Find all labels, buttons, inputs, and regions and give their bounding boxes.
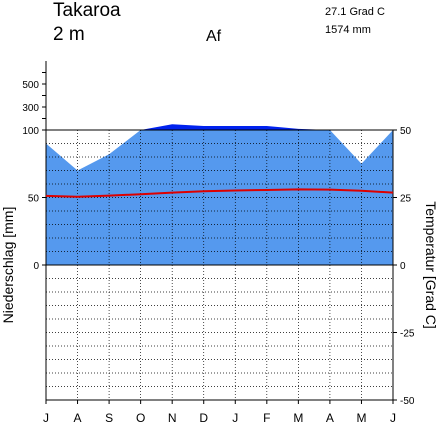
month-label: N — [168, 411, 177, 425]
annual-precipitation: 1574 mm — [325, 24, 371, 36]
temp-tick-label: 50 — [400, 126, 412, 137]
month-label: F — [263, 411, 270, 425]
month-label: M — [293, 411, 303, 425]
month-label: J — [390, 411, 396, 425]
station-elevation: 2 m — [53, 24, 85, 45]
temp-tick-label: -50 — [400, 396, 415, 407]
precip-tick-label: 300 — [22, 103, 39, 114]
temperature-series — [45, 188, 394, 198]
precip-tick-label: 100 — [22, 126, 39, 137]
month-label: O — [136, 411, 145, 425]
temp-tick-label: 0 — [400, 261, 406, 272]
month-label: J — [43, 411, 49, 425]
precip-tick-label: 500 — [22, 80, 39, 91]
precipitation-excess-area — [46, 124, 393, 130]
temperature-line — [45, 188, 394, 198]
month-label: S — [105, 411, 113, 425]
temperature-axis-label: Temperatur [Grad C] — [423, 201, 438, 329]
climate-class: Af — [206, 28, 222, 45]
precipitation-area — [46, 130, 393, 265]
temp-tick-label: 25 — [400, 194, 412, 205]
precipitation-areas — [46, 124, 393, 265]
month-label: A — [74, 411, 82, 425]
tick-labels: 0 50 100 300 500 50 25 0 -25 -50 J A S O N D J F M A M J — [22, 72, 415, 425]
precip-tick-label: 50 — [28, 194, 40, 205]
month-label: A — [326, 411, 334, 425]
month-label: D — [199, 411, 208, 425]
month-label: J — [232, 411, 238, 425]
station-title: Takaroa — [53, 0, 121, 21]
annual-temperature: 27.1 Grad C — [325, 6, 385, 18]
precip-tick-label: 0 — [33, 261, 39, 272]
temp-tick-label: -25 — [400, 329, 415, 340]
precipitation-axis-label: Niederschlag [mm] — [0, 207, 16, 324]
month-label: M — [356, 411, 366, 425]
